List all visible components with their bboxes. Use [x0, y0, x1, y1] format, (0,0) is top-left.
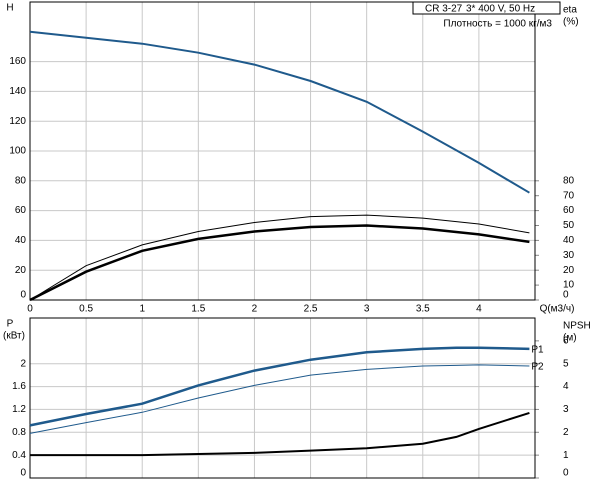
y2-tick-label: 80 — [563, 175, 575, 186]
series-line — [29, 346, 530, 427]
y-tick-label: 20 — [15, 265, 27, 276]
y2-tick-label: 2 — [563, 427, 569, 438]
plot-frame — [29, 1, 536, 301]
x-tick-label: 1 — [139, 304, 145, 315]
plot-frame — [29, 317, 536, 479]
x-tick-label: 1.5 — [191, 304, 205, 315]
series-label: P1 — [531, 344, 544, 355]
y2-axis-label: eta — [563, 5, 577, 16]
y-tick-label: 60 — [15, 205, 27, 216]
y-tick-label: 0.4 — [12, 450, 26, 461]
x-tick-label: 2.5 — [304, 304, 318, 315]
x-tick-label: 0 — [27, 304, 33, 315]
y-tick-label: 0 — [20, 468, 26, 479]
y-axis-label: H — [6, 3, 13, 14]
y2-tick-label: 30 — [563, 250, 575, 261]
series-line — [29, 214, 530, 301]
y2-tick-label: 5 — [563, 358, 569, 369]
x-tick-label: 0.5 — [79, 304, 93, 315]
y2-tick-label: 3 — [563, 404, 569, 415]
y-axis-unit: (кВт) — [3, 331, 25, 342]
info-density: Плотность = 1000 кг/м3 — [443, 19, 552, 30]
y2-tick-label: 70 — [563, 190, 575, 201]
y-tick-label: 1.6 — [12, 381, 26, 392]
info-model: CR 3-27 — [425, 4, 463, 15]
y2-tick-label: 50 — [563, 220, 575, 231]
y-tick-label: 1.2 — [12, 404, 26, 415]
series-line — [30, 411, 530, 457]
y-tick-label: 160 — [9, 56, 26, 67]
y-tick-label: 40 — [15, 235, 27, 246]
y2-tick-label: 20 — [563, 265, 575, 276]
y-tick-label: 0 — [20, 290, 26, 301]
y-axis-label: P — [7, 319, 14, 330]
y2-tick-label: 10 — [563, 280, 575, 291]
y2-tick-label: 60 — [563, 205, 575, 216]
y-tick-label: 2 — [20, 358, 26, 369]
y2-axis-unit: (м) — [563, 333, 577, 344]
x-tick-label: 3.5 — [416, 304, 430, 315]
y-tick-label: 0.8 — [12, 427, 26, 438]
y2-tick-label: 0 — [563, 468, 569, 479]
y-tick-label: 100 — [9, 146, 26, 157]
x-tick-label: 4 — [476, 304, 482, 315]
x-tick-label: 2 — [252, 304, 258, 315]
y2-tick-label: 6 — [563, 335, 569, 346]
y2-axis-unit: (%) — [563, 17, 579, 28]
y2-tick-label: 40 — [563, 235, 575, 246]
x-axis-label: Q(м3/ч) — [540, 304, 575, 315]
y2-tick-label: 0 — [563, 290, 569, 301]
series-label: P2 — [531, 362, 544, 373]
y-tick-label: 140 — [9, 86, 26, 97]
info-motor: 3* 400 V, 50 Hz — [466, 4, 535, 15]
x-tick-label: 3 — [364, 304, 370, 315]
series-line — [29, 30, 530, 194]
y-tick-label: 80 — [15, 175, 27, 186]
y-tick-label: 120 — [9, 116, 26, 127]
series-line — [29, 364, 530, 434]
y2-tick-label: 4 — [563, 381, 569, 392]
series-line — [29, 224, 530, 302]
y2-axis-label: NPSH — [563, 321, 591, 332]
y2-tick-label: 1 — [563, 450, 569, 461]
info-box — [412, 1, 561, 15]
